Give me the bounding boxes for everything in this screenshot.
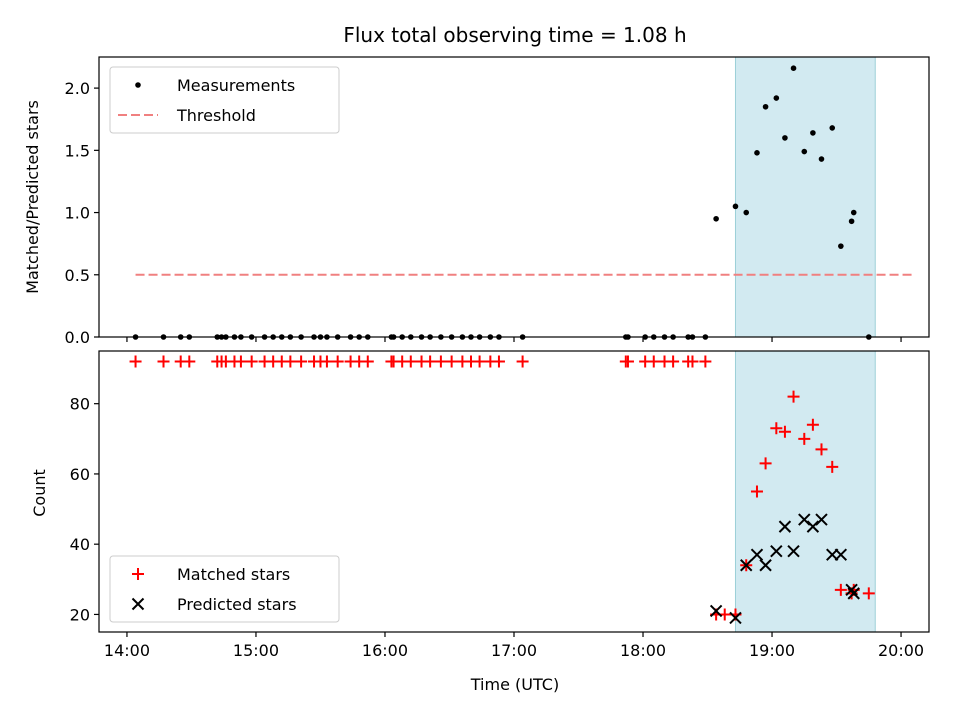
matched-star-point: [621, 355, 634, 368]
predicted-star-point: [729, 611, 742, 625]
y-tick-label: 60: [70, 465, 90, 484]
legend-label: Predicted stars: [177, 595, 297, 614]
matched-star-point: [473, 355, 486, 368]
x-tick-label: 18:00: [620, 641, 666, 660]
measurement-point: [782, 135, 788, 141]
predicted-star-point: [778, 520, 792, 533]
matched-star-point: [245, 355, 258, 368]
legend-layer: Measurements Threshold Matched stars Predic…: [109, 66, 340, 623]
measurement-point: [743, 209, 750, 216]
legend-marker: [131, 597, 145, 611]
legend-label: Threshold: [176, 106, 256, 125]
predicted-star-point: [770, 545, 783, 558]
y-tick-label: 0.5: [65, 266, 90, 285]
matched-star-point: [699, 355, 712, 368]
x-tick-label: 19:00: [749, 641, 795, 660]
measurement-point: [848, 218, 855, 225]
measurement-point: [762, 103, 769, 110]
predicted-star-point: [847, 587, 860, 600]
matched-star-point: [759, 457, 772, 470]
matched-star-point: [834, 583, 847, 596]
y-tick-label: 1.5: [65, 141, 90, 160]
predicted-star-point: [834, 548, 848, 561]
measurement-point: [838, 243, 844, 249]
measurement-point: [773, 95, 780, 101]
matched-star-point: [295, 355, 308, 368]
legend-box: [109, 555, 340, 623]
matched-star-point: [798, 432, 811, 445]
shaded-span: [734, 56, 876, 338]
matched-star-point: [129, 355, 142, 368]
x-tick-label: 14:00: [104, 641, 150, 660]
measurement-point: [801, 148, 808, 155]
y-tick-label: 2.0: [65, 79, 90, 98]
measurement-point: [732, 203, 739, 210]
shaded-span-layer: [734, 56, 876, 633]
y-tick-label: 20: [70, 605, 90, 624]
matched-star-point: [667, 355, 680, 368]
matched-star-point: [815, 443, 828, 456]
matched-star-point: [424, 355, 437, 368]
bottom-y-axis-label: Count: [30, 469, 49, 517]
predicted-star-point: [709, 604, 723, 618]
y-tick-label: 40: [70, 535, 90, 554]
measurement-point: [790, 65, 797, 71]
matched-star-point: [331, 355, 344, 368]
x-tick-label: 20:00: [878, 641, 924, 660]
x-tick-label: 17:00: [491, 641, 537, 660]
matched-star-point: [516, 355, 529, 368]
matched-star-point: [770, 422, 783, 435]
predicted-star-point: [787, 545, 800, 558]
measurement-point: [829, 125, 836, 131]
predicted-star-point: [740, 559, 753, 572]
matched-star-point: [686, 355, 699, 368]
matched-star-point: [778, 425, 791, 438]
legend-marker: [132, 568, 144, 580]
matched-star-point: [434, 355, 447, 368]
x-tick-label: 16:00: [362, 641, 408, 660]
predicted-star-point: [806, 520, 820, 533]
y-tick-label: 0.0: [65, 328, 90, 347]
x-tick-label: 15:00: [233, 641, 279, 660]
matched-star-point: [361, 355, 374, 368]
measurement-point: [850, 209, 857, 216]
legend-label: Measurements: [177, 76, 295, 95]
matched-star-point: [492, 355, 505, 368]
predicted-star-point: [798, 513, 811, 526]
legend-label: Matched stars: [177, 565, 290, 584]
matched-star-point: [183, 355, 196, 368]
matched-star-point: [750, 485, 763, 498]
top-y-axis-label: Matched/Predicted stars: [23, 100, 42, 294]
predicted-star-point: [815, 513, 828, 526]
matched-star-point: [445, 355, 458, 368]
matched-star-point: [320, 355, 333, 368]
measurement-point: [754, 150, 760, 156]
legend-box: [109, 66, 340, 134]
predicted-star-point: [750, 548, 764, 561]
matched-star-point: [787, 390, 800, 403]
legend-marker: [135, 82, 141, 88]
predicted-star-point: [759, 559, 772, 572]
axes-layer: 0.0 0.5 1.0 1.5 2.0 20 40 60 80 14:00 15:00 16:00 17…: [65, 56, 930, 660]
y-tick-label: 80: [70, 395, 90, 414]
measurement-point: [713, 215, 719, 222]
matched-star-point: [647, 355, 660, 368]
measurement-point: [818, 156, 825, 162]
x-axis-label: Time (UTC): [470, 675, 559, 694]
matched-star-point: [862, 587, 875, 600]
matched-star-point: [234, 355, 247, 368]
measurement-point: [810, 130, 816, 136]
matched-star-point: [404, 355, 417, 368]
matched-star-point: [157, 355, 170, 368]
matched-star-point: [284, 355, 297, 368]
matched-star-point: [826, 460, 839, 473]
matched-star-point: [806, 418, 819, 431]
chart-title: Flux total observing time = 1.08 h: [343, 23, 686, 47]
y-tick-label: 1.0: [65, 204, 90, 223]
